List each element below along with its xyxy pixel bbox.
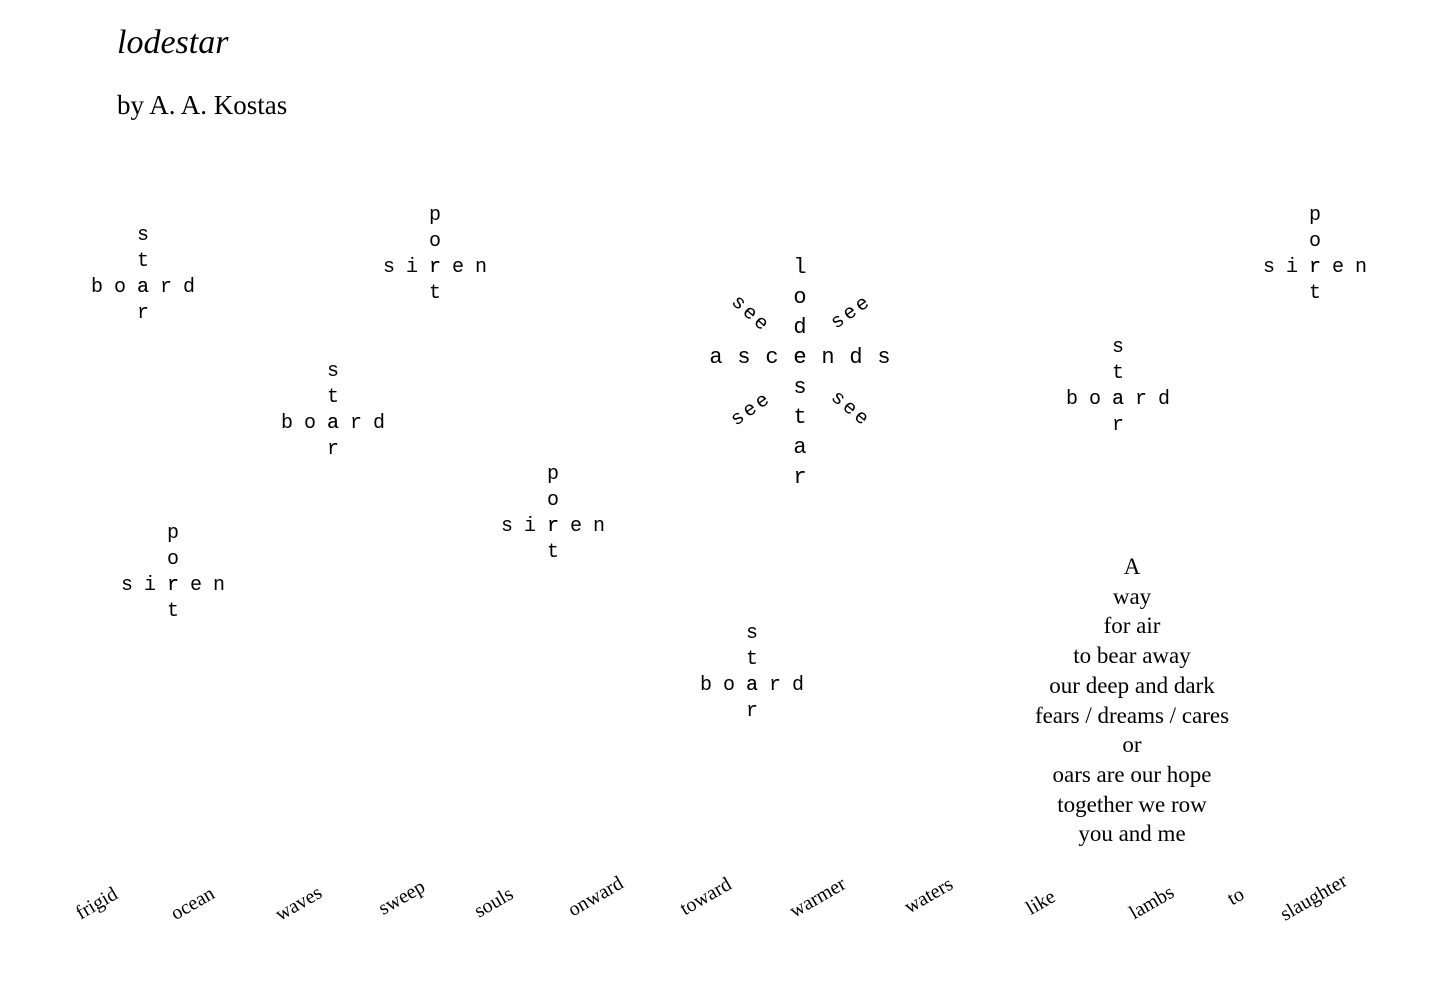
word-down: star [1112,336,1125,437]
word-down: star [137,224,150,325]
word-across: board [281,412,397,435]
word-across: siren [501,515,617,538]
stanza-line: way [1112,583,1152,609]
word-down: lodestar [793,255,807,490]
stanza-line: for air [1103,613,1161,639]
stanza-line: A [1123,554,1141,579]
see: see [825,386,875,433]
word-down: port [429,204,442,305]
wave-word: ocean [167,882,219,925]
word-down: star [327,360,340,461]
wave-word: like [1022,885,1060,920]
stanza-line: oars are our hope [1052,761,1212,787]
word-down: port [1309,204,1322,305]
see: see [826,290,877,335]
word-across: siren [1263,256,1379,279]
wave-word: sweep [374,875,429,920]
stanza-line: together we row [1057,791,1207,817]
wave-word: souls [470,882,518,923]
stanza-line: to bear away [1073,643,1191,669]
see: see [726,387,777,432]
word-across: siren [121,574,237,597]
word-across: board [700,674,816,697]
stanza-line: you and me [1078,821,1186,847]
stanza-line: fears / dreams / cares [1034,702,1230,728]
see: see [725,291,775,339]
wave-word: frigid [72,882,122,925]
wave-word: waves [271,881,326,926]
word-down: port [547,463,560,564]
stanza-line: or [1122,732,1142,758]
stanza-line: our deep and dark [1049,672,1215,698]
wave-word: toward [676,873,736,920]
wave-word: to [1223,883,1248,910]
poem-title: lodestar [117,24,229,61]
word-down: star [746,622,759,723]
word-across: siren [383,256,499,279]
wave-word: warmer [785,872,850,923]
word-across: ascends [709,345,906,370]
word-down: port [167,522,180,623]
wave-word: slaughter [1276,869,1351,926]
poem-author: by A. A. Kostas [117,90,288,120]
wave-word: onward [564,872,628,922]
word-across: board [1066,388,1182,411]
word-across: board [91,276,207,299]
wave-word: waters [900,872,957,919]
wave-word: lambs [1125,881,1178,925]
